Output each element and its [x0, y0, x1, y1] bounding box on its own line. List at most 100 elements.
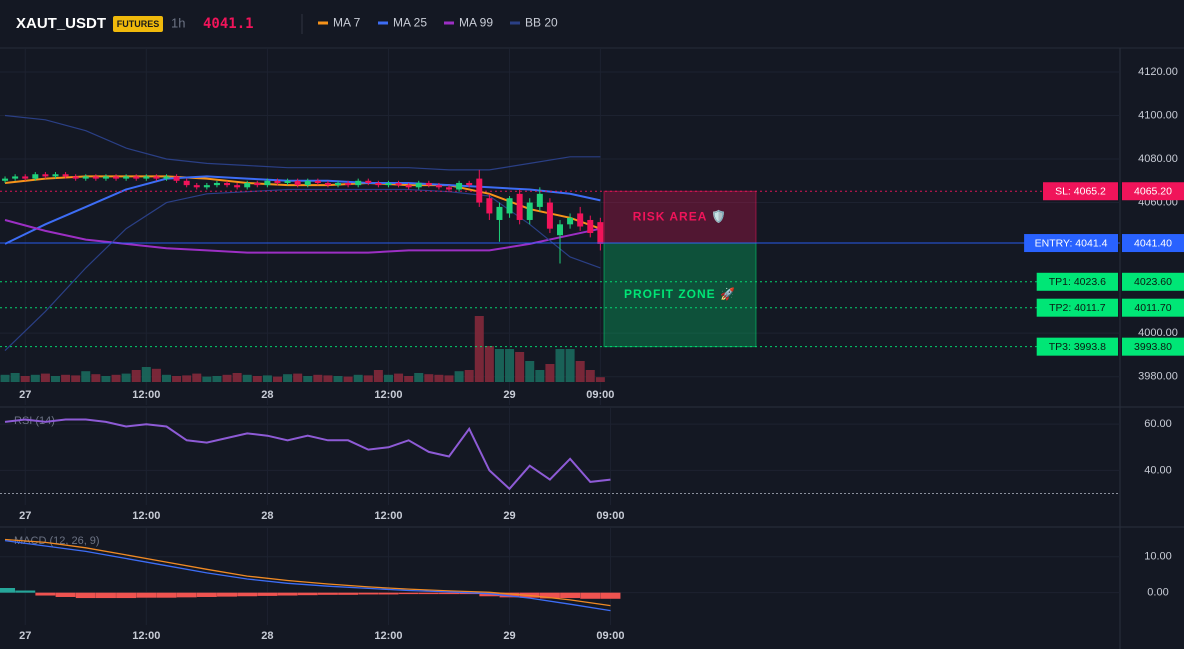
histogram-bar — [217, 592, 238, 597]
histogram-bar — [439, 592, 460, 595]
volume-bar — [212, 376, 222, 382]
volume-bar — [373, 370, 383, 382]
volume-bar — [40, 373, 50, 382]
volume-bar — [202, 376, 212, 382]
volume-bar — [383, 374, 393, 382]
histogram-bar — [378, 592, 399, 595]
histogram-bar — [600, 592, 621, 599]
histogram-bar — [136, 592, 157, 598]
volume-bar — [303, 376, 313, 382]
level-tag — [1036, 272, 1118, 291]
y-tick-label: 4000.00 — [1138, 327, 1178, 339]
x-tick-label: 28 — [261, 389, 273, 401]
histogram-bar — [338, 592, 359, 595]
volume-bar — [101, 376, 111, 382]
symbol: XAUT_USDT — [16, 15, 106, 32]
badge-bg — [113, 16, 163, 32]
volume-bar — [242, 374, 252, 382]
y-tick-label: 40.00 — [1144, 464, 1172, 476]
candle-body — [153, 176, 160, 179]
candle-body — [284, 180, 291, 183]
candle-body — [143, 176, 150, 179]
x-tick-label: 29 — [503, 510, 515, 522]
price-tag — [1122, 182, 1184, 201]
candle-body — [22, 176, 29, 179]
zone-label: PROFIT ZONE 🚀 — [624, 287, 736, 301]
volume-bar — [565, 349, 575, 382]
line — [4, 418, 611, 491]
candle-body — [375, 182, 382, 186]
candle-body — [264, 180, 271, 186]
level-tag — [1043, 182, 1118, 201]
price-tag — [1122, 272, 1184, 291]
volume-bar — [394, 373, 404, 382]
x-tick-label: 27 — [19, 389, 31, 401]
x-tick-label: 27 — [19, 510, 31, 522]
candle-body — [92, 176, 99, 179]
volume-bar — [343, 376, 353, 382]
x-tick-label: 12:00 — [374, 630, 402, 642]
level-label: SL: 4065.2 — [1055, 186, 1106, 198]
candle-body — [52, 174, 59, 177]
candle-body — [314, 180, 321, 183]
histogram-bar — [358, 592, 379, 595]
level-tag — [1036, 298, 1118, 317]
histogram-bar — [156, 592, 177, 598]
legend-label: BB 20 — [525, 16, 558, 30]
candle-body — [72, 176, 79, 179]
histogram-bar — [15, 590, 36, 593]
volume-bar — [464, 370, 474, 382]
volume-bar — [151, 368, 161, 382]
candle-body — [405, 185, 412, 188]
y-tick-label: 60.00 — [1144, 418, 1172, 430]
candle-body — [516, 193, 523, 220]
x-tick-label: 09:00 — [596, 630, 624, 642]
candle-body — [345, 182, 352, 186]
volume-bar — [252, 376, 262, 382]
candle-body — [2, 178, 9, 181]
volume-bar — [484, 346, 494, 382]
candle-body — [193, 185, 200, 188]
x-tick-label: 12:00 — [132, 630, 160, 642]
y-tick-label: 4100.00 — [1138, 109, 1178, 121]
x-tick-label: 12:00 — [132, 389, 160, 401]
volume-bar — [595, 377, 605, 382]
volume-bar — [222, 374, 232, 382]
volume-bar — [505, 349, 515, 382]
histogram-bar — [499, 592, 520, 598]
volume-bar — [575, 361, 585, 382]
candle-body — [355, 180, 362, 186]
candle-body — [183, 180, 190, 186]
histogram-bar — [176, 592, 197, 598]
candle-body — [597, 222, 604, 244]
histogram-bar — [35, 592, 56, 596]
histogram-bar — [317, 592, 338, 595]
candle-body — [557, 224, 563, 236]
volume-bar — [192, 373, 202, 382]
zone — [603, 242, 757, 348]
volume-bar — [0, 374, 10, 382]
y-tick-label: 0.00 — [1147, 587, 1168, 599]
candle-body — [62, 174, 69, 177]
legend-label: MA 99 — [459, 16, 493, 30]
level-tag — [1024, 234, 1118, 253]
zone — [603, 190, 757, 244]
candle-body — [173, 176, 180, 181]
volume-bar — [323, 375, 333, 382]
x-tick-label: 29 — [503, 389, 515, 401]
badge: FUTURES — [117, 19, 160, 29]
candle-body — [335, 182, 342, 186]
volume-bar — [404, 376, 414, 382]
candle-body — [102, 176, 109, 179]
x-tick-label: 12:00 — [374, 389, 402, 401]
candle-body — [365, 180, 372, 183]
histogram-bar — [539, 592, 560, 599]
volume-bar — [293, 373, 303, 382]
candle-body — [42, 174, 49, 177]
x-tick-label: 12:00 — [132, 510, 160, 522]
volume-bar — [535, 370, 545, 382]
volume-bar — [313, 374, 323, 382]
candle-body — [466, 182, 473, 186]
candle-body — [274, 180, 281, 183]
volume-bar — [434, 374, 444, 382]
